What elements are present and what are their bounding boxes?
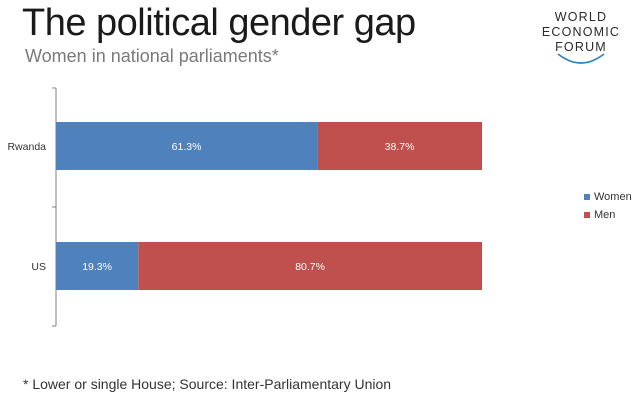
category-label-rwanda: Rwanda	[7, 141, 46, 153]
data-label-rwanda-men: 38.7%	[385, 141, 415, 153]
data-label-us-men: 80.7%	[295, 261, 325, 273]
legend-label-women: Women	[594, 191, 632, 203]
legend-swatch-men	[584, 212, 590, 218]
chart-title: The political gender gap	[22, 2, 416, 44]
category-label-us: US	[31, 261, 46, 273]
legend-label-men: Men	[594, 209, 616, 221]
bar-rwanda-women	[56, 122, 318, 170]
legend-item-men: Men	[584, 206, 632, 224]
logo-arc-icon	[557, 53, 605, 64]
legend-item-women: Women	[584, 188, 632, 206]
legend-swatch-women	[584, 194, 590, 200]
chart-subtitle: Women in national parliaments*	[25, 46, 279, 66]
data-label-us-women: 19.3%	[82, 261, 112, 273]
bar-rwanda-men	[317, 122, 482, 170]
bar-us-women	[56, 242, 139, 290]
logo-line-world: WORLD	[554, 10, 608, 24]
data-label-rwanda-women: 61.3%	[172, 141, 202, 153]
footnote: * Lower or single House; Source: Inter-P…	[23, 376, 392, 392]
chart-legend: Women Men	[584, 188, 632, 224]
logo-line-economic: ECONOMIC	[541, 25, 621, 39]
logo-line-forum: FORUM	[555, 40, 607, 54]
wef-logo: WORLD ECONOMIC FORUM	[536, 10, 626, 80]
bar-us-men	[138, 242, 482, 290]
